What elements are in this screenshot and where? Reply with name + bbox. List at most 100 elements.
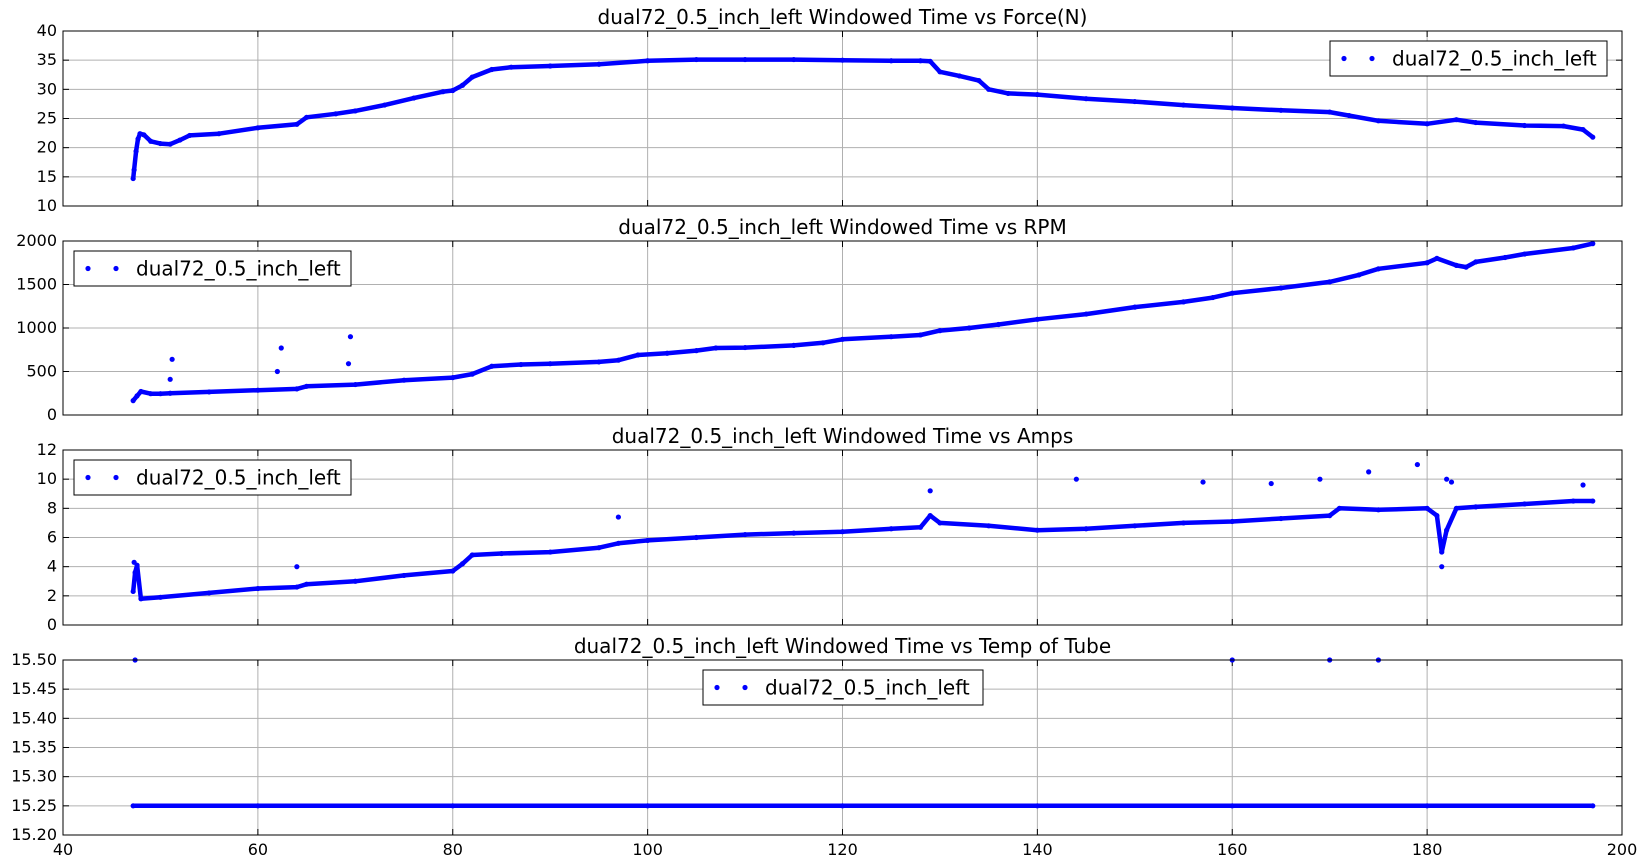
data-point bbox=[138, 596, 144, 602]
y-tick-label: 15.30 bbox=[11, 767, 57, 786]
data-point bbox=[917, 524, 924, 530]
series-2 bbox=[167, 334, 354, 382]
data-point bbox=[347, 334, 354, 340]
data-point bbox=[1473, 119, 1479, 126]
data-point bbox=[693, 534, 699, 541]
data-point bbox=[459, 82, 466, 88]
data-point bbox=[303, 114, 310, 120]
y-tick-label: 6 bbox=[47, 528, 57, 547]
y-tick-label: 0 bbox=[47, 615, 57, 634]
y-tick-label: 10 bbox=[37, 196, 57, 215]
data-point bbox=[645, 803, 651, 809]
data-point bbox=[1473, 504, 1479, 510]
data-point bbox=[742, 56, 748, 63]
y-tick-label: 15.35 bbox=[11, 738, 57, 757]
data-point bbox=[130, 803, 136, 809]
data-point bbox=[742, 344, 748, 351]
data-point bbox=[1444, 476, 1450, 482]
subplot-4: dual72_0.5_inch_left Windowed Time vs Te… bbox=[11, 634, 1637, 859]
y-tick-label: 500 bbox=[26, 362, 57, 381]
data-point bbox=[1366, 469, 1372, 475]
data-point bbox=[1034, 316, 1040, 322]
data-point bbox=[1560, 123, 1567, 129]
legend-marker bbox=[742, 684, 748, 691]
y-tick-label: 25 bbox=[37, 109, 57, 128]
series-1 bbox=[130, 498, 1596, 602]
data-point bbox=[1521, 122, 1528, 129]
data-point bbox=[1229, 105, 1235, 111]
x-tick-label: 60 bbox=[248, 840, 268, 859]
data-point bbox=[469, 552, 475, 558]
series-2 bbox=[131, 461, 1586, 570]
data-point bbox=[547, 549, 553, 555]
axes-frame bbox=[62, 30, 1623, 207]
data-point bbox=[1434, 255, 1440, 261]
data-point bbox=[278, 345, 284, 351]
data-point bbox=[1278, 285, 1284, 291]
data-point bbox=[937, 69, 943, 75]
data-point bbox=[169, 356, 175, 362]
y-tick-label: 1500 bbox=[16, 275, 57, 294]
data-point bbox=[255, 585, 261, 592]
series-1 bbox=[130, 56, 1596, 182]
series-1 bbox=[130, 803, 1596, 809]
data-point bbox=[693, 348, 699, 354]
data-point bbox=[167, 376, 173, 382]
y-tick-label: 15 bbox=[37, 167, 57, 186]
legend-box bbox=[702, 669, 984, 706]
y-tick-label: 8 bbox=[47, 498, 57, 517]
legend-marker bbox=[714, 684, 720, 691]
subplot-3: dual72_0.5_inch_left Windowed Time vs Am… bbox=[37, 424, 1623, 634]
data-point bbox=[1346, 112, 1352, 119]
data-point bbox=[131, 559, 137, 565]
data-point bbox=[1278, 515, 1284, 522]
data-point bbox=[1336, 505, 1343, 511]
data-point bbox=[440, 89, 446, 95]
series-trace bbox=[130, 498, 1596, 602]
data-point bbox=[791, 530, 797, 536]
legend-marker bbox=[113, 474, 119, 481]
data-point bbox=[294, 386, 300, 392]
data-point bbox=[1590, 498, 1596, 504]
data-point bbox=[157, 594, 164, 600]
data-point bbox=[1424, 803, 1430, 809]
x-tick-label: 140 bbox=[1022, 840, 1053, 859]
legend-label: dual72_0.5_inch_left bbox=[765, 676, 970, 700]
data-point bbox=[664, 350, 670, 356]
data-point bbox=[1590, 134, 1596, 140]
y-tick-label: 20 bbox=[37, 138, 57, 157]
data-point bbox=[888, 58, 894, 64]
data-point bbox=[1375, 507, 1382, 513]
data-point bbox=[1453, 117, 1459, 123]
y-tick-label: 2 bbox=[47, 586, 57, 605]
data-point bbox=[596, 61, 602, 67]
data-point bbox=[596, 545, 602, 551]
subplot-title: dual72_0.5_inch_left Windowed Time vs Fo… bbox=[598, 5, 1088, 29]
y-tick-label: 30 bbox=[37, 79, 57, 98]
data-point bbox=[1590, 241, 1596, 247]
data-point bbox=[547, 63, 553, 69]
data-point bbox=[645, 537, 651, 544]
y-tick-label: 15.45 bbox=[11, 679, 57, 698]
data-point bbox=[255, 803, 261, 809]
legend-marker bbox=[85, 265, 91, 272]
data-point bbox=[303, 383, 310, 389]
data-point bbox=[352, 381, 358, 388]
data-point bbox=[1180, 299, 1187, 305]
legend-marker bbox=[85, 474, 91, 481]
data-point bbox=[1375, 266, 1382, 272]
y-tick-label: 0 bbox=[47, 405, 57, 424]
data-point bbox=[615, 540, 621, 546]
data-point bbox=[1034, 527, 1040, 533]
data-point bbox=[927, 513, 933, 519]
data-point bbox=[1317, 476, 1323, 482]
subplot-1: dual72_0.5_inch_left Windowed Time vs Fo… bbox=[37, 5, 1623, 215]
data-point bbox=[1229, 290, 1235, 296]
data-point bbox=[450, 374, 456, 381]
data-point bbox=[1580, 126, 1586, 133]
legend-box bbox=[73, 459, 352, 496]
data-point bbox=[333, 111, 339, 117]
data-point bbox=[489, 363, 495, 369]
data-point bbox=[450, 803, 456, 809]
y-tick-label: 12 bbox=[37, 440, 57, 459]
